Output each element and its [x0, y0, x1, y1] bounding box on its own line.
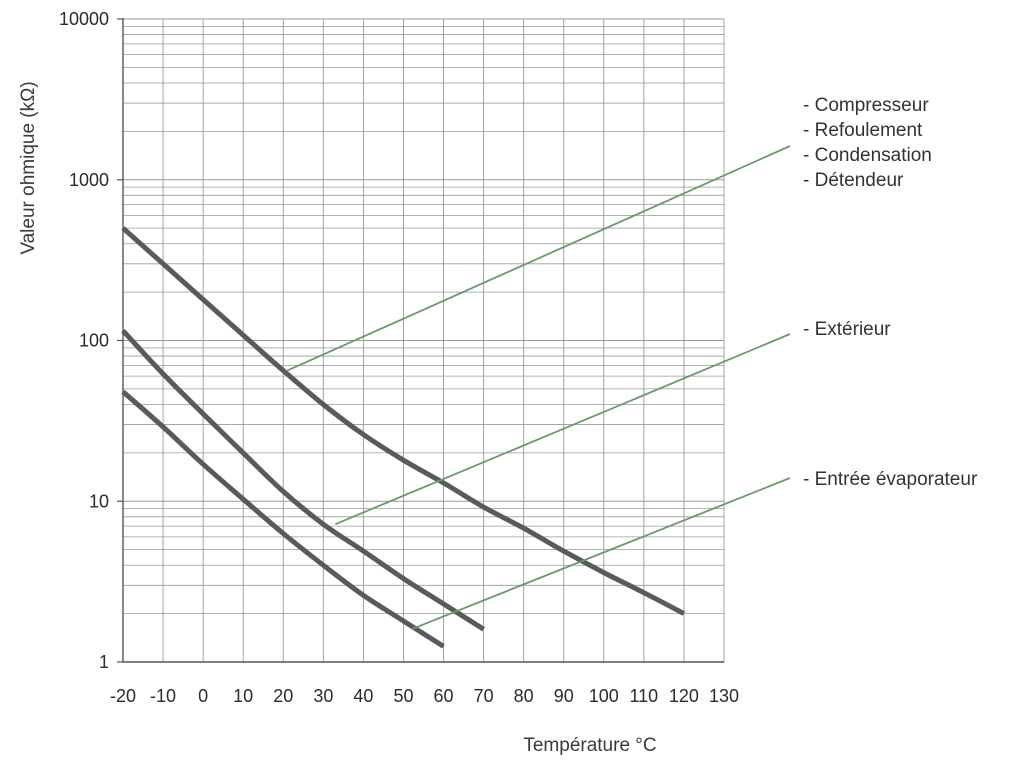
y-tick-label: 1000 — [69, 170, 109, 190]
leader-line-2 — [335, 333, 791, 526]
series-line-3 — [121, 389, 445, 649]
grid — [122, 18, 725, 663]
x-tick-label: 60 — [434, 686, 454, 706]
x-tick-label: 110 — [630, 686, 659, 706]
annotation-label: - Détendeur — [803, 170, 904, 191]
series-line-2 — [121, 328, 485, 632]
x-tick-label: 20 — [273, 686, 293, 706]
x-tick-label: 10 — [233, 686, 253, 706]
y-tick-label: 1 — [99, 652, 109, 672]
axes — [117, 18, 724, 663]
annotation-label: - Entrée évaporateur — [803, 469, 978, 490]
y-tick-label: 10000 — [59, 9, 109, 29]
annotation-label: - Condensation — [803, 145, 932, 166]
x-tick-label: 50 — [393, 686, 413, 706]
labels: -20 -10 0 10 20 30 40 50 60 70 80 90 100 110 120 130110… — [18, 9, 978, 756]
leader-lines — [286, 145, 791, 631]
x-tick-label: 30 — [313, 686, 333, 706]
annotation-label: - Refoulement — [803, 120, 923, 141]
x-axis-title: Température °C — [523, 735, 656, 756]
series-line-1 — [121, 226, 686, 616]
y-tick-label: 10 — [89, 491, 109, 511]
curves — [121, 226, 686, 649]
x-tick-label: 120 — [669, 686, 699, 706]
x-tick-label: 100 — [589, 686, 619, 706]
x-tick-label: 90 — [554, 686, 574, 706]
x-tick-label: 70 — [474, 686, 494, 706]
x-tick-label: -20 — [110, 686, 136, 706]
annotation-label: - Compresseur — [803, 95, 929, 116]
leader-line-3 — [411, 477, 791, 631]
x-tick-label: 130 — [709, 686, 739, 706]
y-axis-title: Valeur ohmique (kΩ) — [18, 81, 39, 254]
x-tick-label: -10 — [150, 686, 176, 706]
x-tick-label: 80 — [514, 686, 534, 706]
y-tick-label: 100 — [79, 331, 109, 351]
annotation-label: - Extérieur — [803, 319, 891, 340]
x-tick-label: 40 — [353, 686, 373, 706]
leader-line-1 — [286, 145, 791, 372]
x-tick-label: 0 — [198, 686, 208, 706]
